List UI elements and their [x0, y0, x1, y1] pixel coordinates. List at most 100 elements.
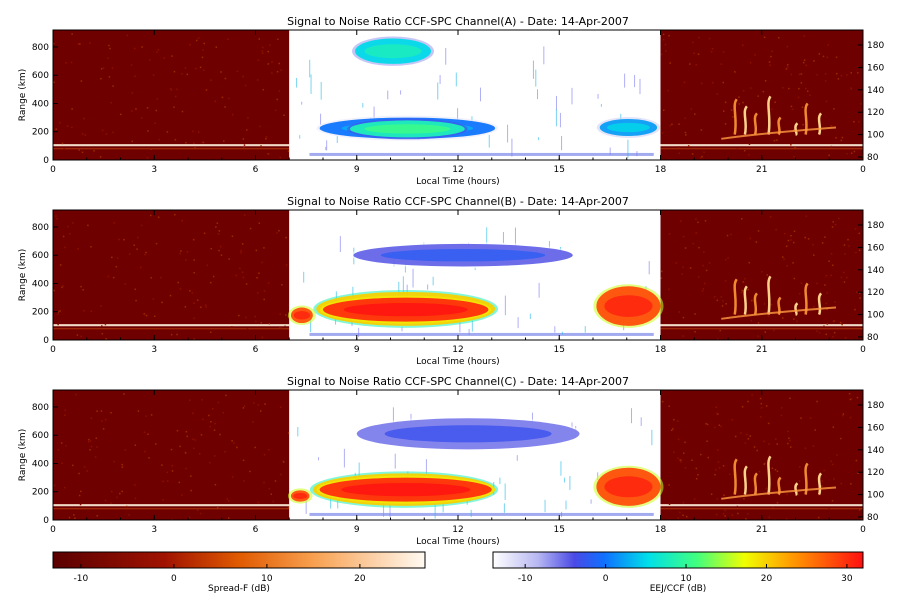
noise-speck	[751, 299, 753, 302]
noise-speck	[136, 236, 139, 239]
noise-speck	[95, 437, 98, 439]
ccf-streak	[305, 500, 307, 514]
noise-speck	[110, 490, 113, 493]
ccf-streak	[516, 455, 518, 461]
noise-speck	[61, 286, 63, 289]
noise-speck	[675, 262, 677, 264]
noise-speck	[66, 125, 69, 127]
noise-speck	[245, 316, 247, 319]
x-axis-label: Local Time (hours)	[416, 177, 499, 187]
noise-speck	[768, 516, 771, 519]
noise-speck	[774, 101, 776, 104]
noise-speck	[134, 288, 137, 291]
noise-speck	[263, 290, 266, 292]
noise-speck	[90, 310, 93, 313]
noise-speck	[78, 494, 81, 497]
noise-speck	[701, 290, 704, 292]
ccf-streak	[310, 74, 312, 94]
noise-speck	[721, 305, 724, 307]
noise-speck	[64, 246, 66, 249]
noise-speck	[173, 106, 175, 108]
noise-speck	[661, 270, 663, 273]
noise-speck	[790, 234, 792, 237]
noise-speck	[186, 73, 189, 76]
y-tick-label: 400	[32, 99, 49, 109]
noise-speck	[203, 232, 206, 235]
ccf-streak	[389, 504, 391, 518]
ccf-echo-core	[364, 124, 451, 134]
noise-speck	[156, 98, 158, 100]
noise-speck	[782, 87, 784, 89]
noise-speck	[668, 484, 670, 486]
noise-speck	[156, 51, 158, 53]
noise-speck	[135, 108, 137, 110]
noise-speck	[113, 460, 115, 463]
noise-speck	[679, 459, 681, 461]
noise-speck	[793, 156, 795, 158]
noise-speck	[787, 430, 789, 433]
ccf-streak	[555, 95, 557, 110]
noise-speck	[737, 314, 740, 317]
ccf-streak	[535, 69, 537, 87]
noise-speck	[845, 276, 848, 279]
noise-speck	[856, 291, 858, 293]
noise-speck	[81, 133, 84, 135]
noise-speck	[249, 227, 252, 230]
noise-speck	[790, 73, 793, 76]
noise-speck	[756, 449, 758, 452]
colorbar-tick-label: 0	[171, 574, 177, 584]
noise-speck	[690, 108, 693, 110]
y-tick-label: 600	[32, 71, 49, 81]
x-tick-label: 6	[253, 345, 259, 355]
noise-speck	[193, 338, 195, 340]
noise-speck	[835, 137, 837, 139]
noise-speck	[89, 449, 91, 451]
noise-speck	[135, 299, 137, 302]
plot-area	[53, 390, 863, 520]
ccf-streak	[358, 327, 360, 338]
noise-speck	[694, 330, 696, 333]
noise-speck	[803, 35, 806, 37]
noise-speck	[104, 418, 107, 421]
colorbar-tick-label: 30	[841, 574, 853, 584]
noise-speck	[272, 500, 274, 503]
noise-speck	[831, 226, 834, 228]
noise-speck	[243, 480, 245, 482]
noise-speck	[134, 75, 136, 78]
noise-speck	[689, 267, 692, 269]
noise-speck	[833, 478, 835, 480]
x-tick-label: 3	[151, 165, 157, 175]
noise-speck	[668, 405, 671, 407]
noise-speck	[856, 396, 859, 399]
noise-speck	[695, 477, 698, 480]
noise-speck	[193, 271, 195, 274]
noise-speck	[786, 493, 788, 496]
noise-speck	[669, 124, 672, 127]
noise-speck	[79, 43, 81, 45]
ccf-streak	[309, 59, 311, 78]
noise-speck	[763, 36, 766, 39]
noise-speck	[202, 418, 204, 421]
noise-speck	[84, 134, 87, 136]
noise-speck	[765, 487, 767, 490]
noise-speck	[821, 480, 824, 482]
ccf-streak	[432, 276, 434, 286]
colorbar-tick-label: 10	[261, 574, 273, 584]
noise-speck	[145, 314, 148, 317]
noise-speck	[725, 303, 727, 305]
eej-echo	[309, 152, 654, 156]
noise-speck	[105, 337, 107, 340]
noise-speck	[704, 220, 707, 222]
noise-speck	[782, 256, 784, 258]
noise-speck	[108, 44, 110, 47]
noise-speck	[691, 459, 693, 462]
spread-f-plume	[753, 292, 759, 316]
y2-tick-label: 120	[867, 288, 884, 298]
noise-speck	[677, 517, 680, 519]
noise-speck	[763, 462, 766, 465]
noise-speck	[768, 443, 770, 445]
y-tick-label: 0	[43, 336, 49, 346]
spread-f-plume	[733, 458, 738, 495]
noise-speck	[110, 101, 112, 104]
ccf-streak	[631, 408, 633, 424]
